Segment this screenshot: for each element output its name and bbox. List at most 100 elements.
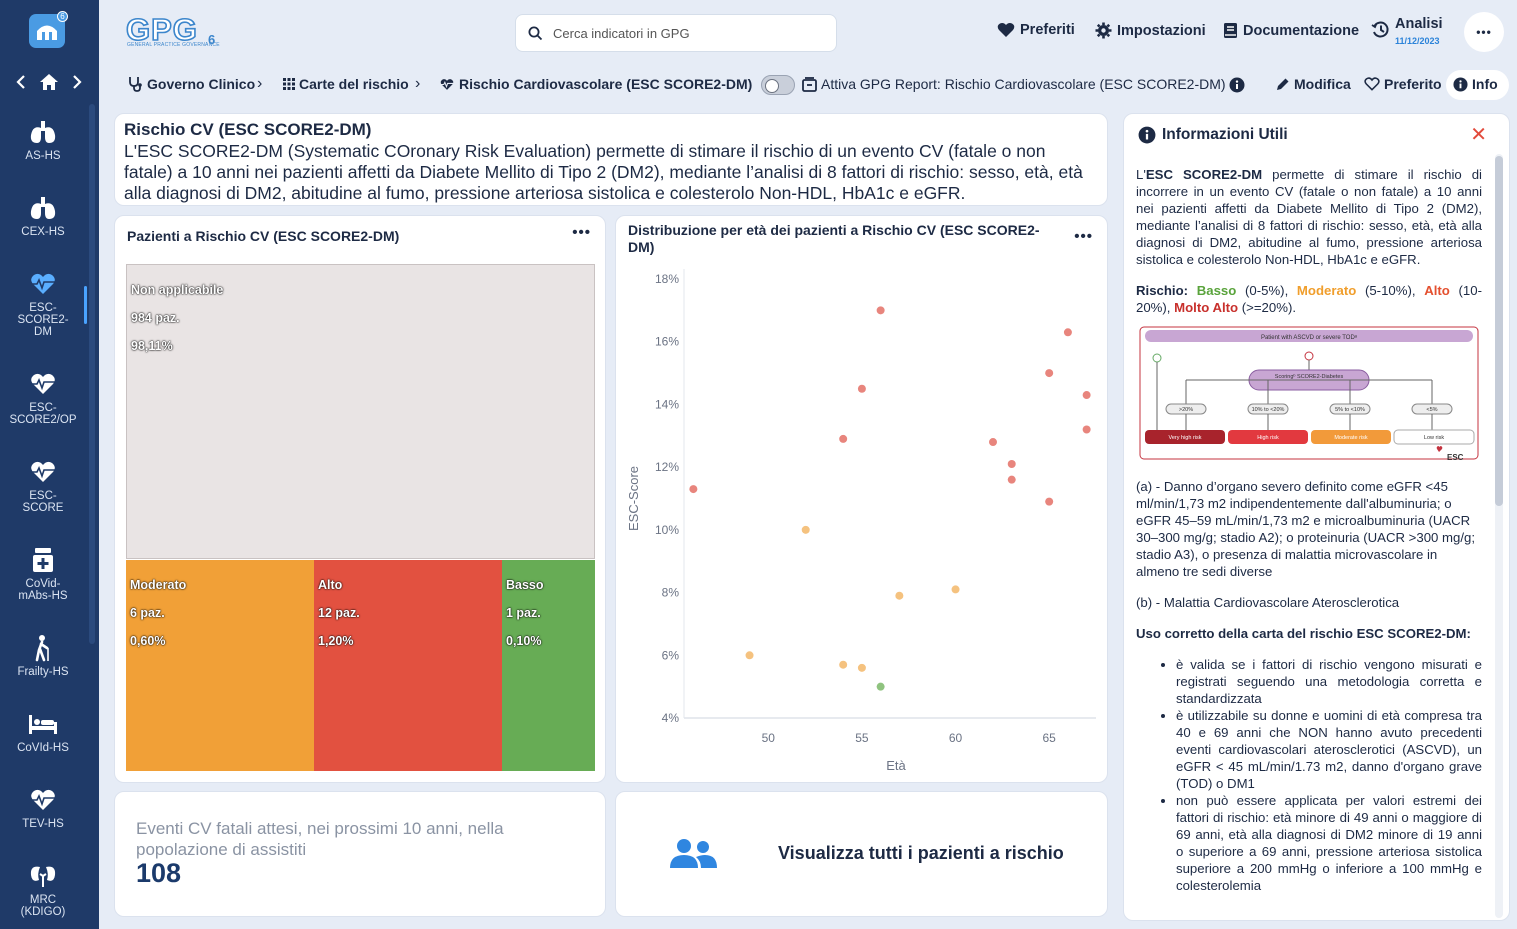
- search-box[interactable]: [515, 14, 837, 52]
- breadcrumb-separator: ›: [257, 75, 263, 92]
- documentazione-label: Documentazione: [1243, 22, 1360, 39]
- info-note-b: (b) - Malattia Cardiovascolare Ateroscle…: [1136, 595, 1400, 610]
- flow-risk-2: High risk: [1257, 435, 1279, 441]
- flow-range-1: >20%: [1179, 407, 1193, 413]
- preferiti-label: Preferiti: [1020, 22, 1075, 38]
- sidebar-item-cex-hs[interactable]: CEX-HS: [0, 194, 86, 238]
- impostazioni-link[interactable]: Impostazioni: [1095, 22, 1206, 39]
- y-tick-label: 6%: [662, 648, 680, 662]
- scatter-point-alto: [1045, 497, 1054, 506]
- info-scrollbar-track[interactable]: [1495, 154, 1503, 918]
- y-tick-label: 18%: [655, 272, 679, 286]
- sidebar-item-covid-mabs-hs[interactable]: CoVid- mAbs-HS: [0, 546, 86, 602]
- modifica-button[interactable]: Modifica: [1275, 76, 1351, 92]
- view-patients-label: Visualizza tutti i pazienti a rischio: [778, 843, 1064, 863]
- chevron-right-icon: [73, 75, 82, 89]
- scatter-point-moderato: [857, 663, 866, 672]
- sidebar-item-esc-score2-op[interactable]: ESC- SCORE2/OP: [0, 370, 86, 426]
- indicator-description: L'ESC SCORE2-DM (Systematic COronary Ris…: [124, 141, 1083, 203]
- report-info-button[interactable]: [1229, 77, 1249, 93]
- breadcrumb-label: Carte del rischio: [299, 76, 409, 92]
- sidebar-item-label: ESC- SCORE: [22, 490, 64, 514]
- sidebar-item-label: Frailty-HS: [17, 666, 69, 678]
- analisi-label: Analisi: [1395, 15, 1443, 32]
- lungs-icon: [30, 197, 56, 219]
- treemap-tile-basso[interactable]: Basso 1 paz. 0,10%: [502, 560, 595, 771]
- view-patients-card[interactable]: Visualizza tutti i pazienti a rischio: [615, 791, 1108, 917]
- close-info-button[interactable]: ✕: [1470, 122, 1487, 147]
- treemap-tile-moderato[interactable]: Moderato 6 paz. 0,60%: [126, 560, 314, 771]
- app-logo[interactable]: 6: [29, 11, 68, 48]
- flow-risk-1: Very high risk: [1168, 435, 1201, 441]
- tile-name: Non applicabile: [131, 283, 224, 297]
- gpg-report-label[interactable]: Attiva GPG Report: Rischio Cardiovascola…: [802, 76, 1226, 92]
- list-item: non può essere applicata per valori estr…: [1176, 792, 1482, 894]
- flow-top-label: Patient with ASCVD or severe TODᵃ: [1261, 335, 1358, 341]
- sidebar-item-esc-score2-dm[interactable]: ESC- SCORE2- DM: [0, 270, 86, 338]
- search-input[interactable]: [553, 25, 813, 41]
- sidebar-item-mrc-kdigo[interactable]: MRC (KDIGO): [0, 862, 86, 918]
- tile-pct: 0,10%: [506, 634, 542, 648]
- indicator-description-card: Rischio CV (ESC SCORE2-DM) L'ESC SCORE2-…: [114, 113, 1108, 206]
- scatter-more-button[interactable]: •••: [1074, 228, 1093, 245]
- info-panel-body: L'ESC SCORE2-DM permette di stimare il r…: [1136, 166, 1482, 894]
- heart-pulse-icon: [440, 78, 454, 90]
- lungs-icon: [30, 121, 56, 143]
- x-tick-label: 65: [1043, 731, 1057, 745]
- report-box-icon: [802, 76, 817, 92]
- sidebar-item-label: AS-HS: [25, 150, 61, 162]
- more-options-button[interactable]: •••: [1464, 12, 1504, 52]
- breadcrumb-carte-rischio[interactable]: Carte del rischio: [283, 76, 409, 92]
- info-usage-title: Uso corretto della carta del rischio ESC…: [1136, 626, 1471, 641]
- list-item: è utilizzabile su donne e uomini di età …: [1176, 707, 1482, 792]
- users-group-icon: [670, 839, 717, 868]
- gpg-logo[interactable]: GPG GENERAL PRACTICE GOVERNANCE 6: [125, 11, 236, 54]
- treemap-more-button[interactable]: •••: [572, 224, 591, 241]
- sidebar-item-label: CoVid- mAbs-HS: [18, 578, 68, 602]
- sidebar-item-as-hs[interactable]: AS-HS: [0, 118, 86, 162]
- info-intro: L'ESC SCORE2-DM permette di stimare il r…: [1136, 167, 1482, 267]
- breadcrumb-rischio-cv[interactable]: Rischio Cardiovascolare (ESC SCORE2-DM): [439, 76, 752, 92]
- treemap-tile-non-applicabile[interactable]: Non applicabile 984 paz. 98,11%: [126, 264, 595, 559]
- back-button[interactable]: [10, 70, 32, 94]
- breadcrumb-governo-clinico[interactable]: Governo Clinico: [127, 76, 255, 92]
- info-scrollbar-thumb[interactable]: [1495, 156, 1503, 506]
- home-button[interactable]: [38, 70, 60, 94]
- tile-name: Alto: [318, 578, 343, 592]
- sidebar-item-frailty-hs[interactable]: Frailty-HS: [0, 634, 86, 678]
- info-label: Info: [1472, 76, 1498, 92]
- tile-count: 12 paz.: [318, 606, 360, 620]
- info-panel-title: Informazioni Utili: [1162, 126, 1288, 143]
- report-toggle[interactable]: [761, 75, 795, 95]
- forward-button[interactable]: [66, 70, 88, 94]
- list-item: è valida se i fattori di rischio vengono…: [1176, 656, 1482, 707]
- chevron-left-icon: [16, 75, 25, 89]
- gpg-logo-version: 6: [208, 32, 216, 47]
- analisi-link[interactable]: Analisi: [1371, 16, 1443, 39]
- sidebar-scrollbar[interactable]: [89, 104, 95, 644]
- tile-name: Moderato: [130, 578, 187, 592]
- preferito-button[interactable]: Preferito: [1364, 76, 1442, 92]
- gpg-logo-text: GPG: [125, 11, 198, 48]
- kidneys-icon: [30, 866, 56, 887]
- treemap-tile-alto[interactable]: Alto 12 paz. 1,20%: [314, 560, 502, 771]
- scatter-point-alto: [1045, 369, 1054, 378]
- sidebar-item-covid-hs[interactable]: CoVId-HS: [0, 710, 86, 754]
- y-tick-label: 10%: [655, 523, 679, 537]
- sidebar-item-label: CoVId-HS: [17, 742, 69, 754]
- modifica-label: Modifica: [1294, 76, 1351, 92]
- info-button[interactable]: Info: [1453, 76, 1498, 92]
- treemap-title: Pazienti a Rischio CV (ESC SCORE2-DM): [127, 228, 400, 244]
- scatter-point-alto: [689, 485, 698, 494]
- sidebar-item-tev-hs[interactable]: TEV-HS: [0, 786, 86, 830]
- sidebar-item-esc-score[interactable]: ESC- SCORE: [0, 458, 86, 514]
- impostazioni-label: Impostazioni: [1117, 22, 1206, 39]
- flow-risk-3: Moderate risk: [1334, 435, 1368, 441]
- logo-version-badge: 6: [57, 11, 68, 22]
- scatter-point-moderato: [801, 525, 810, 534]
- elderly-cane-icon: [35, 635, 49, 662]
- preferiti-link[interactable]: Preferiti: [997, 22, 1075, 38]
- gpg-logo-subtitle: GENERAL PRACTICE GOVERNANCE: [127, 42, 220, 48]
- scatter-point-alto: [839, 434, 848, 443]
- documentazione-link[interactable]: Documentazione: [1223, 22, 1359, 39]
